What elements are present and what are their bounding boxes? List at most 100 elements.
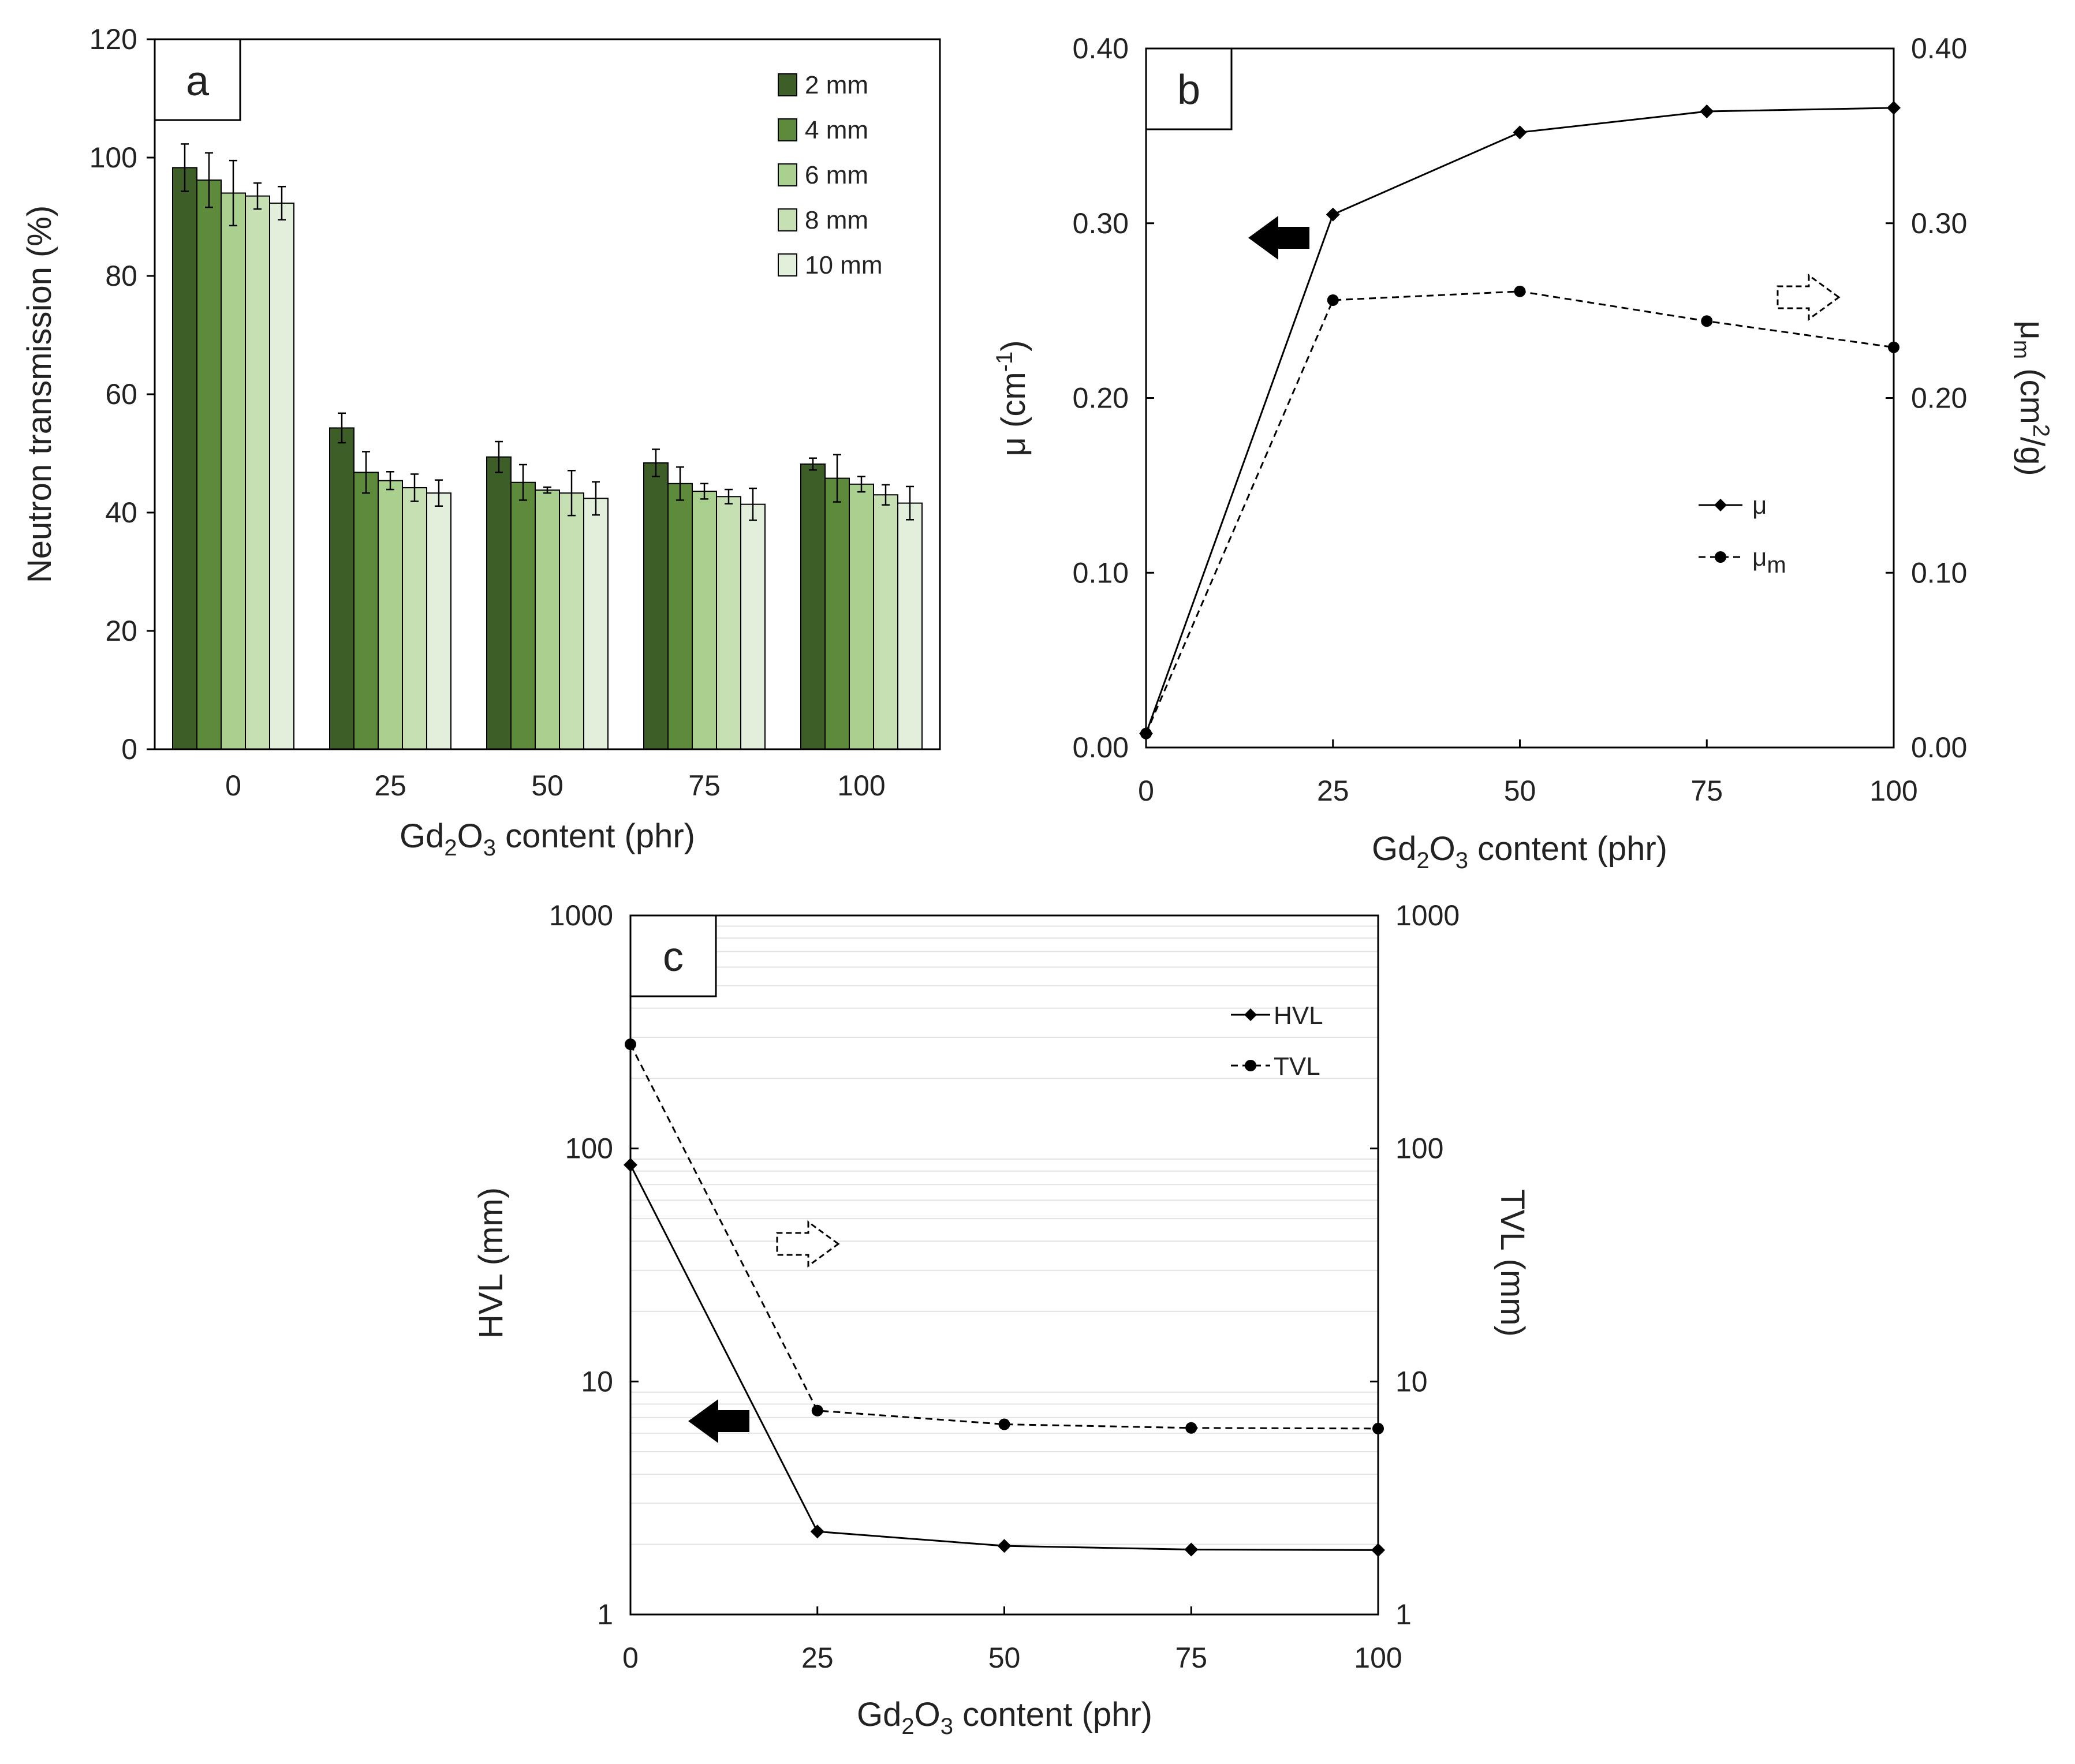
b-plot-frame bbox=[1145, 47, 1895, 749]
c-left-tick-label: 1 bbox=[597, 1598, 613, 1631]
a-y-tick-label: 80 bbox=[105, 260, 137, 292]
c-legend-tvl-label: TVL bbox=[1274, 1052, 1320, 1081]
b-ylabel-left-post: ) bbox=[995, 340, 1032, 351]
a-bar bbox=[800, 463, 826, 750]
c-point-marker bbox=[811, 1404, 823, 1417]
b-x-tick-label: 100 bbox=[1869, 775, 1917, 807]
a-x-tick-label: 25 bbox=[374, 769, 406, 802]
a-xlabel-sub1: 2 bbox=[444, 835, 457, 861]
a-y-tick-label: 100 bbox=[89, 141, 137, 174]
c-series-line bbox=[629, 1044, 1379, 1430]
a-bar bbox=[692, 491, 717, 750]
c-right-tick-label: 1000 bbox=[1395, 899, 1460, 932]
b-legend-mu-label: μ bbox=[1752, 491, 1767, 520]
c-gridlines bbox=[630, 925, 1378, 1545]
c-point-marker bbox=[1185, 1422, 1197, 1434]
a-bar bbox=[849, 483, 874, 750]
c-right-tick-label: 1 bbox=[1395, 1598, 1412, 1631]
panel-b-line-chart: 0.00 0.10 0.20 0.30 0.40 0.00 0.10 0.20 0.30 0.40… bbox=[992, 32, 2054, 873]
b-panel-label-box bbox=[1145, 47, 1233, 130]
a-legend-label: 4 mm bbox=[805, 116, 868, 144]
a-bar bbox=[559, 492, 584, 750]
a-legend-swatch bbox=[778, 118, 797, 141]
a-bar bbox=[583, 498, 609, 750]
a-x-tick-label: 75 bbox=[688, 769, 721, 802]
a-y-tick-label: 0 bbox=[121, 733, 137, 765]
b-ylabel-right-post: /g) bbox=[2013, 437, 2051, 476]
b-xlabel-sub2: 3 bbox=[1456, 848, 1468, 873]
c-xlabel-sub1: 2 bbox=[901, 1714, 914, 1739]
a-error-bars bbox=[181, 143, 914, 521]
a-y-tick-label: 60 bbox=[105, 378, 137, 410]
b-right-tick-label: 0.20 bbox=[1911, 382, 1967, 414]
c-right-tick-label: 10 bbox=[1395, 1365, 1428, 1397]
b-left-tick-label: 0.30 bbox=[1073, 207, 1129, 240]
c-point-marker bbox=[997, 1539, 1012, 1553]
a-bar bbox=[740, 503, 766, 750]
c-point-marker bbox=[998, 1418, 1010, 1430]
c-x-tick-label: 25 bbox=[801, 1642, 834, 1674]
c-point-marker bbox=[1371, 1543, 1385, 1557]
a-x-tick-label: 50 bbox=[531, 769, 563, 802]
c-xlabel-mid: O bbox=[915, 1696, 941, 1733]
c-point-marker bbox=[625, 1038, 636, 1051]
a-x-tick-label: 0 bbox=[225, 769, 241, 802]
c-right-tick-label: 100 bbox=[1395, 1133, 1443, 1165]
b-ylabel-right-pre: μ bbox=[2013, 320, 2051, 339]
c-point-marker bbox=[810, 1524, 824, 1539]
c-left-axis-arrow-icon bbox=[688, 1399, 749, 1443]
a-bar bbox=[510, 481, 536, 750]
b-ylabel-left-sup: -1 bbox=[992, 352, 1017, 372]
b-ylabel-right-sup: 2 bbox=[2028, 424, 2054, 437]
c-left-tick-label: 10 bbox=[581, 1365, 613, 1397]
b-ylabel-left-pre: μ (cm bbox=[995, 372, 1032, 456]
b-legend-mu-marker bbox=[1714, 499, 1727, 511]
c-point-marker bbox=[1372, 1422, 1384, 1434]
a-bar bbox=[402, 487, 427, 750]
c-legend-tvl-marker bbox=[1245, 1060, 1256, 1071]
a-bar bbox=[873, 494, 898, 750]
b-ticks: 0.00 0.10 0.20 0.30 0.40 0.00 0.10 0.20 0.30 0.40… bbox=[1073, 32, 1968, 807]
panel-a-bar-chart: 0 20 40 60 80 100 120 0 25 50 75 100 a 2 mm 4 mm 6 m… bbox=[21, 23, 941, 861]
a-legend-swatch bbox=[778, 253, 797, 276]
a-bar bbox=[426, 492, 451, 750]
a-panel-label-box bbox=[154, 38, 241, 121]
a-bar bbox=[667, 483, 693, 750]
a-x-ticks: 0 25 50 75 100 bbox=[225, 769, 886, 802]
c-xlabel-sub2: 3 bbox=[941, 1714, 953, 1739]
a-xlabel-pre: Gd bbox=[400, 817, 444, 855]
b-point-marker bbox=[1326, 207, 1340, 222]
b-right-axis-arrow-icon bbox=[1777, 274, 1841, 321]
a-bar bbox=[269, 202, 294, 750]
c-x-tick-label: 0 bbox=[622, 1642, 639, 1674]
c-x-tick-label: 75 bbox=[1175, 1642, 1207, 1674]
c-point-marker bbox=[624, 1158, 637, 1172]
a-bar bbox=[897, 502, 923, 750]
b-series bbox=[1139, 100, 1901, 741]
b-x-tick-label: 75 bbox=[1690, 775, 1723, 807]
b-legend-mum-sub: m bbox=[1767, 552, 1786, 578]
a-bar bbox=[824, 477, 850, 750]
b-left-tick-label: 0.40 bbox=[1073, 32, 1129, 65]
b-xlabel-mid: O bbox=[1430, 830, 1456, 868]
a-legend-label: 6 mm bbox=[805, 161, 868, 189]
a-y-tick-label: 20 bbox=[105, 615, 137, 647]
a-bar bbox=[486, 456, 512, 750]
b-point-marker bbox=[1700, 104, 1714, 118]
b-x-tick-label: 25 bbox=[1317, 775, 1349, 807]
b-legend-mum-label: μm bbox=[1752, 543, 1786, 578]
a-legend-swatch bbox=[778, 163, 797, 186]
c-left-tick-label: 100 bbox=[565, 1133, 613, 1165]
a-bar bbox=[353, 472, 379, 750]
c-series-line bbox=[629, 1164, 1379, 1551]
c-legend: HVL TVL bbox=[1231, 1001, 1323, 1081]
a-legend-swatch bbox=[778, 208, 797, 231]
c-x-axis-title: Gd2O3 content (phr) bbox=[857, 1696, 1152, 1739]
c-panel-label-box bbox=[629, 914, 717, 997]
b-series-line bbox=[1145, 290, 1894, 734]
b-right-tick-label: 0.40 bbox=[1911, 32, 1967, 65]
a-bar bbox=[716, 496, 741, 750]
b-point-marker bbox=[1514, 285, 1526, 297]
b-point-marker bbox=[1887, 100, 1901, 115]
